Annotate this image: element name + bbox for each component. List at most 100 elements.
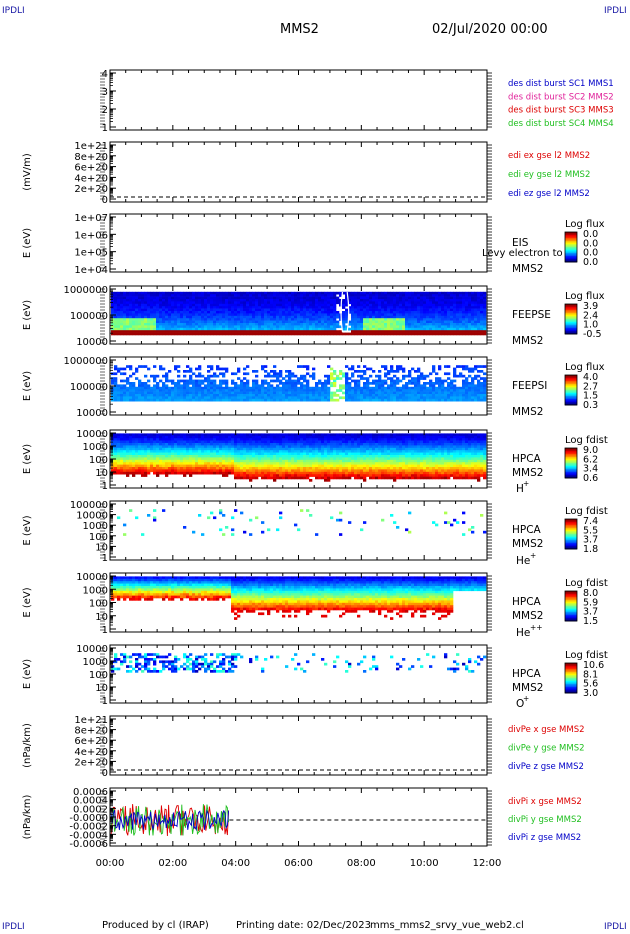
- panel-feepsi-pixel: [399, 365, 403, 368]
- panel-feepsi-colorbar-cell: [565, 396, 577, 398]
- panel-feepsi-pixel: [114, 396, 118, 400]
- panel-feepsi-pixel: [414, 386, 418, 390]
- panel-feepsi-pixel: [372, 386, 376, 390]
- panel-feepse-pixel: [126, 291, 130, 295]
- panel-feepse-pixel: [174, 301, 178, 305]
- panel-hpca_h-pixel: [243, 474, 247, 477]
- panel-feepse-pixel: [177, 291, 181, 295]
- panel-feepsi-pixel: [468, 396, 472, 400]
- panel-feepse-pixel: [345, 315, 349, 319]
- panel-feepsi-pixel: [471, 379, 475, 383]
- panel-feepse-pixel: [198, 330, 202, 333]
- panel-feepse-pixel: [381, 303, 385, 307]
- panel-feepse-pixel: [249, 308, 253, 312]
- panel-feepse-pixel: [117, 323, 121, 326]
- panel-feepse-pixel: [279, 303, 283, 307]
- panel-feepse-pixel: [225, 299, 229, 302]
- panel-feepse-pixel: [276, 296, 280, 300]
- panel-feepse-pixel: [456, 318, 460, 321]
- panel-hpca_h-pixel: [201, 433, 205, 437]
- panel-hpca_h-pixel: [177, 433, 181, 437]
- panel-hpca_h-pixel: [201, 471, 205, 475]
- panel-feepse-pixel: [183, 303, 187, 307]
- panel-feepse-pixel: [162, 303, 166, 307]
- panel-feepse-pixel: [450, 318, 454, 321]
- panel-feepsi-pixel: [414, 382, 418, 385]
- panel-feepse-pixel: [252, 299, 256, 302]
- panel-feepsi-pixel: [111, 396, 115, 400]
- panel-hpca_h-pixel: [228, 447, 232, 451]
- panel-feepse-pixel: [255, 325, 259, 329]
- panel-feepse-pixel: [333, 308, 337, 312]
- panel-hpca_h-pixel: [234, 459, 238, 463]
- panel-feepsi-pixel: [207, 389, 211, 392]
- panel-feepse-pixel: [390, 313, 394, 317]
- panel-feepse-pixel: [288, 294, 292, 297]
- panel-feepse-pixel: [204, 308, 208, 312]
- panel-hpca_h-pixel: [225, 433, 229, 437]
- panel-feepse-pixel: [342, 323, 346, 326]
- panel-feepse-pixel: [174, 320, 178, 324]
- panel-hpca_h-pixel: [159, 459, 163, 463]
- panel-feepsi-pixel: [213, 386, 217, 390]
- panel-feepsi-pixel: [351, 379, 355, 383]
- panel-feepse-pixel: [297, 325, 301, 329]
- panel-hpca_h-pixel: [126, 438, 130, 441]
- panel-hpca_h-pixel: [123, 452, 127, 456]
- panel-feepse-pixel: [273, 325, 277, 329]
- panel-feepse-pixel: [387, 291, 391, 295]
- panel-hpca_h-pixel: [174, 443, 178, 446]
- panel-hpca_h-pixel: [213, 457, 217, 461]
- panel-feepse-pixel: [144, 303, 148, 307]
- panel-feepse-pixel: [210, 318, 214, 321]
- panel-feepsi-pixel: [387, 396, 391, 400]
- panel-feepse-pixel: [165, 327, 169, 331]
- panel-feepsi-pixel: [204, 379, 208, 383]
- panel-hpca_h-pixel: [228, 443, 232, 446]
- panel-feepse-colorbar-cell: [565, 328, 577, 330]
- panel-feepse-pixel: [330, 296, 334, 300]
- panel-feepse-pixel: [381, 308, 385, 312]
- panel-feepse-pixel: [120, 301, 124, 305]
- panel-feepsi-pixel: [327, 398, 331, 402]
- panel-feepse-pixel: [348, 311, 352, 314]
- panel-feepsi-pixel: [135, 367, 139, 371]
- panel-feepse-pixel: [273, 294, 277, 297]
- panel-feepse-pixel: [216, 291, 220, 295]
- panel-feepse-pixel: [123, 299, 127, 302]
- panel-burst-legend-3: des dist burst SC4 MMS4: [508, 119, 614, 129]
- panel-feepse-pixel: [339, 291, 343, 295]
- panel-feepse-pixel: [384, 320, 388, 324]
- panel-feepsi-pixel: [273, 389, 277, 392]
- panel-feepse-pixel: [393, 313, 397, 317]
- panel-feepse-pixel: [195, 294, 199, 297]
- panel-feepse-pixel: [360, 294, 364, 297]
- panel-feepsi-pixel: [153, 386, 157, 390]
- panel-hpca_h-pixel: [234, 447, 238, 451]
- panel-feepsi-pixel: [402, 394, 406, 397]
- panel-feepse-pixel: [345, 313, 349, 317]
- panel-feepsi-pixel: [300, 365, 304, 368]
- panel-feepse-pixel: [132, 306, 136, 309]
- panel-feepse-pixel: [243, 301, 247, 305]
- panel-feepse-pixel: [321, 320, 325, 324]
- panel-feepse-pixel: [225, 306, 229, 309]
- panel-hpca_h-pixel: [150, 457, 154, 461]
- panel-hpca_h-pixel: [171, 450, 175, 453]
- panel-feepse-pixel: [357, 325, 361, 329]
- panel-feepse-pixel: [297, 306, 301, 309]
- panel-feepse-pixel: [114, 320, 118, 324]
- panel-hpca_h-pixel: [123, 469, 127, 473]
- panel-feepsi-pixel: [195, 394, 199, 397]
- panel-feepsi-pixel: [360, 374, 364, 378]
- panel-feepse-pixel: [438, 323, 442, 326]
- panel-feepse-pixel: [183, 311, 187, 314]
- panel-feepsi-pixel: [291, 382, 295, 385]
- panel-feepsi-pixel: [405, 396, 409, 400]
- panel-hpca_h-pixel: [159, 452, 163, 456]
- panel-feepse-pixel: [234, 311, 238, 314]
- panel-feepse-pixel: [474, 311, 478, 314]
- panel-feepse-pixel: [348, 291, 352, 295]
- panel-feepsi-pixel: [453, 379, 457, 383]
- panel-feepse-pixel: [375, 291, 379, 295]
